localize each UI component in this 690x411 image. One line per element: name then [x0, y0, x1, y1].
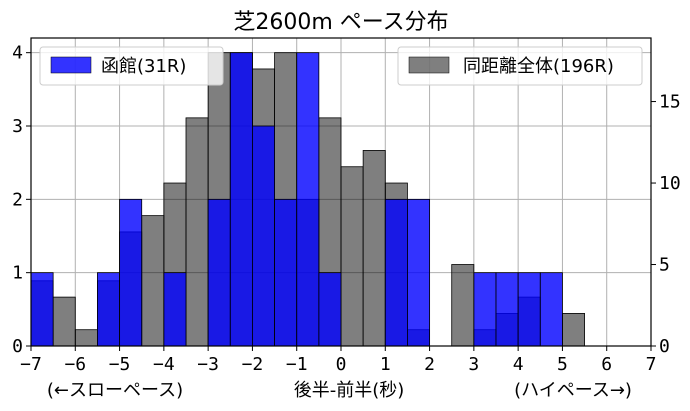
- x-tick-label: −6: [64, 354, 86, 375]
- bar-hakodate: [384, 198, 408, 347]
- left-y-axis-ticks: 0 1 2 3 4: [12, 43, 31, 357]
- x-tick-label: −5: [109, 354, 131, 375]
- y-left-tick-label: 0: [12, 336, 23, 357]
- x-tick-label: −4: [153, 354, 175, 375]
- x-tick-label: 2: [424, 354, 435, 375]
- bar-hakodate: [495, 272, 519, 347]
- legend-label-hakodate: 函館(31R): [101, 56, 186, 77]
- y-left-tick-label: 3: [12, 116, 23, 137]
- legend-swatch-all-distance: [408, 56, 450, 74]
- bar-hakodate: [30, 272, 54, 347]
- x-tick-label: 3: [468, 354, 479, 375]
- bar-all-distance: [52, 296, 76, 347]
- bars-hakodate: [30, 52, 563, 347]
- bar-hakodate: [119, 198, 143, 347]
- bar-hakodate: [163, 272, 187, 347]
- x-tick-label: −7: [20, 354, 42, 375]
- legend-label-all-distance: 同距離全体(196R): [463, 56, 614, 77]
- y-left-tick-label: 2: [12, 189, 23, 210]
- x-axis-ticks: −7 −6 −5 −4 −3 −2 −1 0 1 2 3 4 5 6 7: [20, 346, 656, 375]
- bar-hakodate: [229, 52, 253, 347]
- bar-hakodate: [407, 198, 430, 347]
- chart-title: 芝2600m ペース分布: [233, 10, 448, 35]
- bar-hakodate: [517, 272, 541, 347]
- bar-hakodate: [318, 272, 342, 347]
- x-axis-label-fast: (ハイペース→): [514, 380, 632, 401]
- y-left-tick-label: 4: [12, 43, 23, 64]
- bar-all-distance: [562, 313, 585, 347]
- y-left-tick-label: 1: [12, 263, 23, 284]
- bar-all-distance: [451, 264, 475, 347]
- x-tick-label: −2: [242, 354, 264, 375]
- x-tick-label: 6: [601, 354, 612, 375]
- x-tick-label: 7: [646, 354, 657, 375]
- legend-hakodate: 函館(31R): [39, 46, 224, 86]
- bar-all-distance: [74, 329, 98, 347]
- bar-all-distance: [185, 117, 209, 347]
- x-tick-label: 5: [557, 354, 568, 375]
- y-right-tick-label: 0: [659, 336, 670, 357]
- x-tick-label: −1: [286, 354, 308, 375]
- bar-all-distance: [362, 150, 386, 347]
- bar-hakodate: [296, 52, 320, 347]
- y-right-tick-label: 15: [659, 92, 681, 113]
- legend-swatch-hakodate: [50, 56, 92, 74]
- bar-hakodate: [539, 272, 563, 347]
- right-y-axis-ticks: 0 5 10 15: [651, 92, 681, 357]
- x-tick-label: −3: [197, 354, 219, 375]
- bar-hakodate: [97, 272, 120, 347]
- y-right-tick-label: 5: [659, 255, 670, 276]
- bar-hakodate: [207, 198, 231, 347]
- bar-all-distance: [340, 166, 364, 347]
- bar-hakodate: [473, 272, 497, 347]
- x-tick-label: 4: [513, 354, 524, 375]
- bar-hakodate: [274, 198, 298, 347]
- x-axis-label-slow: (←スローペース): [47, 380, 183, 401]
- x-axis-label: 後半-前半(秒): [294, 380, 405, 401]
- legend-all-distance: 同距離全体(196R): [397, 46, 643, 86]
- y-right-tick-label: 10: [659, 173, 681, 194]
- bar-hakodate: [252, 125, 275, 347]
- bar-all-distance: [141, 215, 165, 347]
- x-tick-label: 1: [380, 354, 391, 375]
- x-tick-label: 0: [336, 354, 347, 375]
